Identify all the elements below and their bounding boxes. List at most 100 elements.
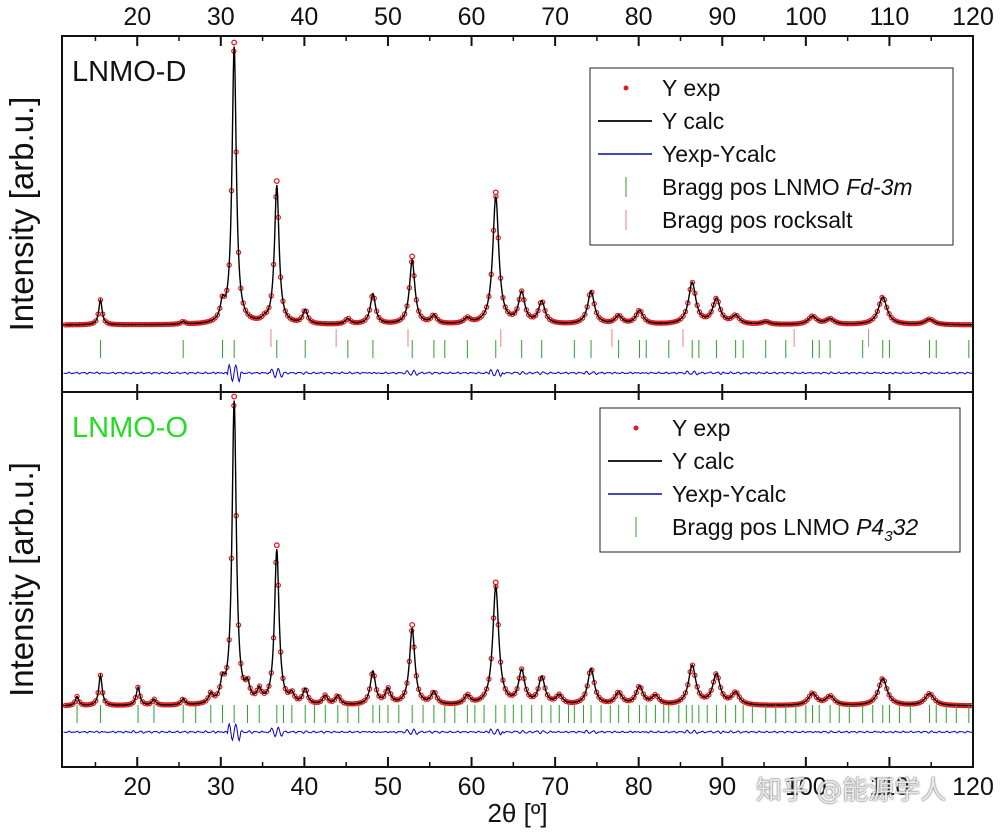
y-exp-point [364, 694, 370, 700]
y-exp-point [706, 312, 712, 318]
x-tick-label-top: 120 [952, 3, 994, 31]
plot-frame [61, 35, 974, 768]
x-tick-label-top: 110 [869, 3, 909, 31]
x-tick-label-top: 50 [374, 3, 402, 31]
x-tick-label-bottom: 80 [625, 773, 653, 801]
y-exp-point [502, 686, 508, 692]
y-exp-peak-point [273, 542, 280, 549]
series-y-calc-line [63, 400, 973, 707]
y-exp-peak-point [409, 621, 416, 628]
x-tick-label-bottom: 30 [207, 773, 235, 801]
x-tick-label-top: 90 [708, 3, 736, 31]
y-exp-peak-point [231, 39, 238, 46]
y-exp-point [93, 698, 99, 704]
bragg-ticks-2 [270, 329, 870, 347]
y-exp-point [579, 315, 586, 321]
y-exp-point [263, 309, 270, 315]
y-exp-point [205, 695, 211, 701]
series-yexp-ycalc-line [63, 722, 974, 743]
legend-label: Bragg pos LNMO P4332 [672, 514, 918, 545]
legend: Y exp Y calc Yexp-Ycalc Bragg pos LNMO P433… [599, 407, 961, 553]
y-exp-point [74, 693, 80, 700]
y-exp-point [214, 690, 221, 697]
legend-label: Bragg pos LNMO Fd-3m [662, 174, 913, 200]
y-exp-point [399, 315, 406, 321]
y-exp-point [713, 671, 719, 677]
y-exp-point [680, 313, 686, 319]
x-tick-label-bottom: 70 [541, 773, 569, 801]
legend-box [599, 407, 961, 553]
legend-symbol-dot [633, 425, 639, 431]
y-exp-point [689, 662, 696, 668]
y-exp-point [734, 690, 740, 696]
y-exp-point [886, 692, 892, 698]
x-tick-label-bottom: 120 [952, 773, 994, 801]
legend-symbol-dot [623, 85, 629, 91]
x-tick-label-bottom: 60 [458, 773, 486, 801]
y-exp-point [533, 312, 539, 318]
legend-label: Yexp-Ycalc [662, 141, 776, 167]
y-exp-point [427, 694, 434, 700]
y-exp-point [582, 691, 588, 697]
y-axis-label: Intensity [arb.u.] [3, 97, 40, 332]
y-exp-point [130, 699, 136, 706]
panel-1: LNMO-D Intensity [arb.u.] Y exp Y calc Yexp-… [3, 39, 974, 384]
x-tick-label-top: 30 [207, 3, 235, 31]
x-axis-label: 2θ [º] [487, 798, 547, 828]
x-tick-label-top: 70 [541, 3, 569, 31]
y-exp-point [533, 691, 539, 698]
y-exp-point [151, 696, 157, 702]
y-exp-point [518, 666, 525, 672]
legend-label: Y exp [672, 415, 730, 441]
y-exp-point [481, 691, 487, 697]
x-tick-label-top: 60 [458, 3, 486, 31]
x-tick-label-bottom: 110 [869, 773, 909, 801]
y-exp-point [242, 307, 249, 313]
y-exp-point [518, 288, 525, 294]
y-exp-point [708, 308, 714, 315]
y-exp-point [511, 690, 518, 697]
y-exp-peak-point [273, 178, 280, 184]
x-tick-label-top: 20 [123, 3, 151, 31]
panel-label: LNMO-D [72, 56, 186, 88]
x-tick-label-bottom: 50 [374, 773, 402, 801]
y-exp-point [631, 694, 637, 700]
y-exp-point [638, 685, 644, 691]
legend-label: Yexp-Ycalc [672, 481, 786, 507]
x-tick-label-bottom: 90 [708, 773, 736, 801]
legend-label: Y exp [662, 75, 720, 101]
y-exp-point [254, 687, 260, 693]
series-y-calc-line [63, 46, 973, 326]
y-exp-point [579, 695, 586, 701]
y-exp-point [331, 697, 338, 703]
legend: Y exp Y calc Yexp-Ycalc Bragg pos LNMO Fd-3… [589, 67, 954, 246]
y-axis-label: Intensity [arb.u.] [3, 462, 40, 697]
y-exp-point [874, 308, 881, 315]
x-tick-label-bottom: 20 [123, 773, 151, 801]
y-exp-point [299, 314, 305, 320]
x-tick-label-top: 80 [625, 3, 653, 31]
y-exp-point [299, 693, 305, 700]
y-exp-point [399, 694, 406, 700]
y-exp-point [263, 688, 270, 695]
bragg-ticks-1 [99, 340, 970, 358]
y-exp-point [380, 693, 387, 700]
y-exp-point [682, 690, 689, 696]
panel-label: LNMO-O [72, 412, 188, 444]
legend-label: Bragg pos rocksalt [662, 207, 853, 233]
y-exp-point [460, 697, 466, 703]
y-exp-point [214, 312, 221, 318]
panel-2: LNMO-O Intensity [arb.u.] Y exp Y calc Yexp-… [3, 393, 974, 743]
y-exp-point [706, 692, 712, 698]
y-exp-point [256, 683, 263, 689]
legend-label: Y calc [662, 108, 724, 134]
y-exp-point [364, 314, 370, 320]
y-exp-point [582, 311, 588, 318]
x-tick-label-bottom: 100 [785, 773, 827, 801]
y-exp-point [874, 689, 881, 696]
y-exp-point [886, 311, 892, 317]
y-exp-point [638, 308, 644, 315]
y-exp-point [385, 685, 391, 691]
